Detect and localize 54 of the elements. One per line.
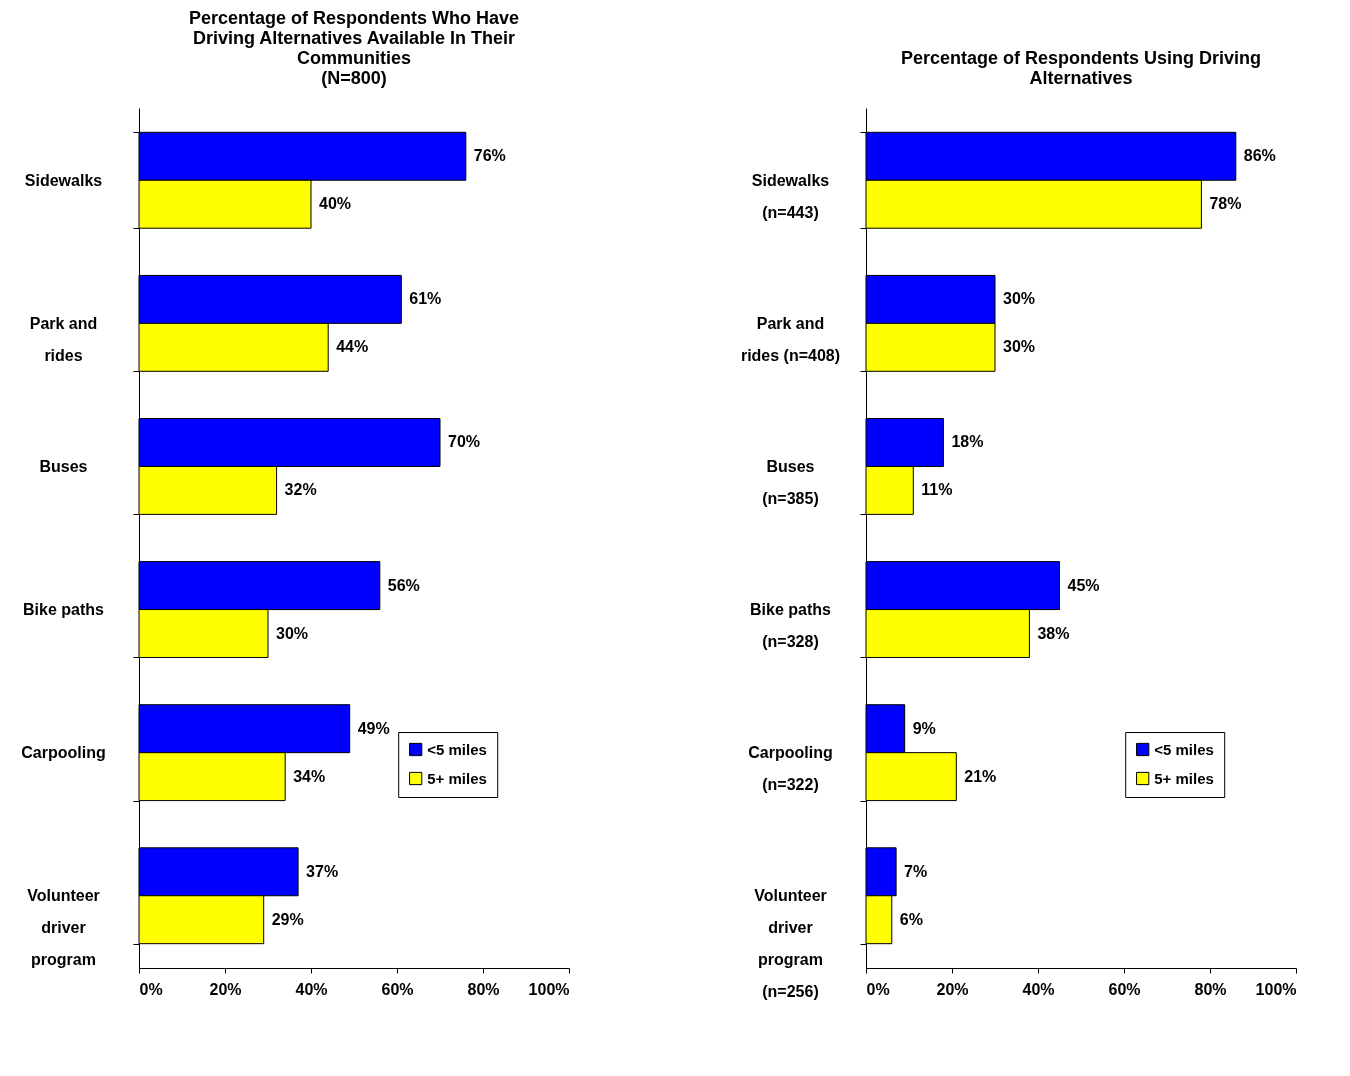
data-label: 86% [1243, 147, 1276, 165]
y-tick-label: Bike paths (n=328) [750, 601, 832, 651]
chart-title: Percentage of Respondents Who Have Driving Alternatives Available In Their Communities (N=800) [188, 8, 520, 88]
data-label: 6% [899, 910, 923, 928]
x-tick-label: 100% [1255, 980, 1297, 998]
data-label: 37% [306, 862, 339, 880]
legend-label: <5 miles [1154, 740, 1214, 758]
y-tick-label: Park and rides (n=408) [740, 314, 841, 364]
data-label: 34% [293, 767, 326, 785]
y-tick-label: Park and rides [29, 314, 98, 364]
data-label: 18% [951, 433, 984, 451]
x-tick-label: 20% [936, 980, 969, 998]
data-label: 61% [409, 290, 442, 308]
data-label: 9% [912, 719, 936, 737]
x-tick-label: 80% [1194, 980, 1227, 998]
data-label: 30% [276, 624, 309, 642]
y-tick-label: Volunteer driver program (n=256) [754, 887, 827, 1001]
y-tick-label: Carpooling [21, 744, 106, 762]
y-tick-label: Bike paths [23, 601, 105, 619]
x-tick-label: 40% [295, 980, 328, 998]
y-tick-label: Sidewalks [24, 171, 103, 189]
data-label: 56% [387, 576, 420, 594]
legend-label: 5+ miles [427, 769, 487, 787]
y-tick-label: Buses (n=385) [762, 457, 819, 507]
data-label: 11% [921, 481, 953, 499]
data-label: 7% [904, 862, 928, 880]
y-tick-label: Buses [39, 457, 88, 475]
x-tick-label: 0% [139, 980, 163, 998]
x-tick-label: 100% [528, 980, 570, 998]
data-label: 29% [271, 910, 304, 928]
x-tick-label: 0% [866, 980, 890, 998]
y-tick-label: Carpooling (n=322) [748, 744, 833, 794]
data-label: 78% [1209, 195, 1242, 213]
data-label: 70% [448, 433, 481, 451]
data-label: 76% [473, 147, 506, 165]
legend-label: <5 miles [427, 740, 487, 758]
x-tick-label: 40% [1022, 980, 1055, 998]
y-tick-label: Volunteer driver program [27, 887, 100, 969]
x-tick-label: 60% [1108, 980, 1141, 998]
legend-label: 5+ miles [1154, 769, 1214, 787]
data-label: 49% [357, 719, 390, 737]
data-label: 44% [336, 338, 369, 356]
chart-title: Percentage of Respondents Using Driving Alternatives [900, 48, 1262, 88]
y-tick-label: Sidewalks (n=443) [751, 171, 830, 221]
data-label: 21% [964, 767, 997, 785]
data-label: 32% [284, 481, 317, 499]
x-tick-label: 20% [209, 980, 242, 998]
data-label: 30% [1003, 290, 1036, 308]
x-tick-label: 60% [381, 980, 414, 998]
data-label: 40% [319, 195, 352, 213]
data-label: 38% [1037, 624, 1070, 642]
data-label: 30% [1003, 338, 1036, 356]
data-label: 45% [1067, 576, 1100, 594]
x-tick-label: 80% [467, 980, 500, 998]
